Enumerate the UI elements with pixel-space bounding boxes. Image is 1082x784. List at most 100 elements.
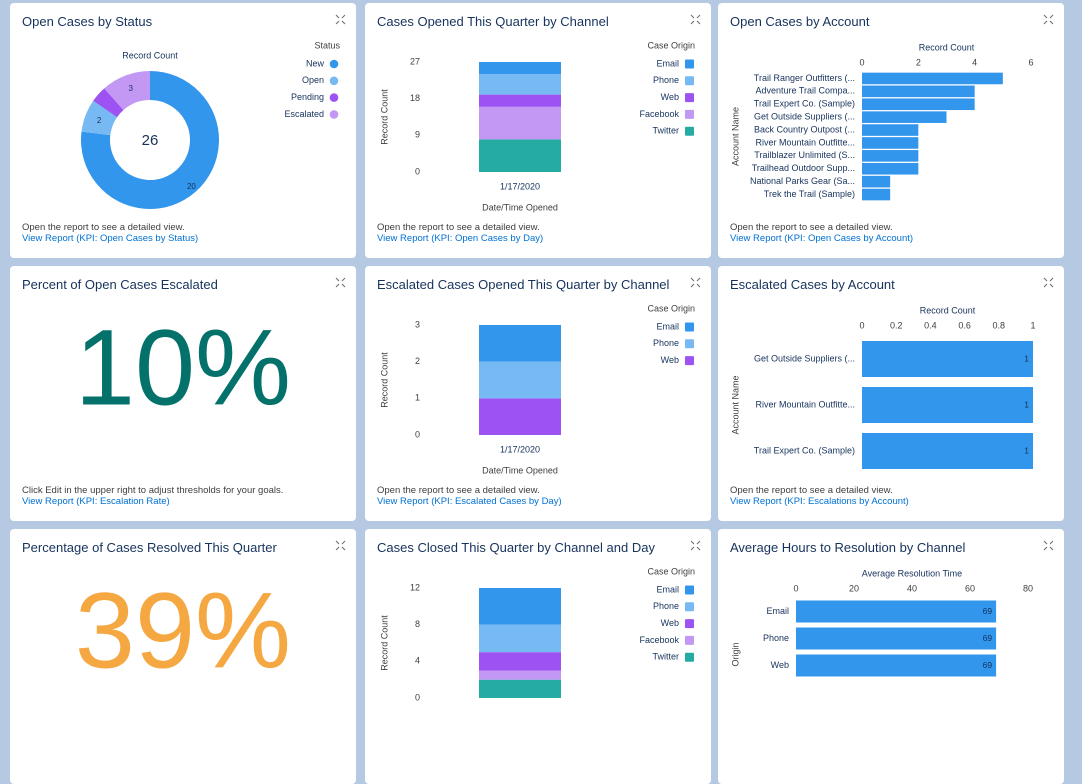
view-report-link[interactable]: View Report (KPI: Open Cases by Status)	[22, 233, 199, 244]
y-tick-label: 4	[415, 656, 420, 666]
bar	[862, 188, 891, 201]
legend-label: Phone	[653, 338, 679, 348]
legend-label: Phone	[653, 601, 679, 611]
x-tick-label: 1	[1030, 320, 1035, 330]
dashboard-card: Cases Closed This Quarter by Channel and…	[365, 529, 711, 784]
view-report-link[interactable]: View Report (KPI: Open Cases by Day)	[377, 233, 544, 244]
y-axis-label: Account Name	[730, 375, 740, 434]
legend-swatch	[685, 356, 694, 366]
bar	[862, 175, 891, 188]
card-title: Average Hours to Resolution by Channel	[730, 540, 966, 555]
expand-icon[interactable]	[1043, 277, 1054, 288]
expand-icon-stroke	[341, 20, 346, 25]
expand-icon[interactable]	[690, 540, 701, 551]
x-axis-label: Date/Time Opened	[482, 202, 558, 212]
expand-icon-stroke	[690, 20, 695, 25]
x-tick-label: 4	[972, 57, 977, 67]
dashboard-card: Escalated Cases Opened This Quarter by C…	[365, 266, 711, 521]
legend-title: Case Origin	[647, 303, 695, 313]
expand-icon-stroke	[696, 540, 701, 545]
legend-label: Email	[656, 321, 679, 331]
view-report-link[interactable]: View Report (KPI: Escalation Rate)	[22, 496, 170, 507]
view-report-link[interactable]: View Report (KPI: Open Cases by Account)	[730, 233, 914, 244]
y-axis-label: Account Name	[730, 107, 740, 166]
expand-icon-stroke	[1043, 283, 1048, 288]
expand-icon[interactable]	[1043, 14, 1054, 25]
legend-title: Case Origin	[647, 40, 695, 50]
expand-icon[interactable]	[335, 14, 346, 25]
legend-label: Twitter	[652, 126, 679, 136]
expand-icon-stroke	[1049, 540, 1054, 545]
bar	[862, 98, 975, 111]
y-tick-label: 3	[415, 319, 420, 329]
bar-segment	[479, 106, 561, 140]
y-tick-label: 0	[415, 692, 420, 702]
bar	[862, 124, 919, 136]
card-chart: Record Count 0 0.2 0.4 0.6 0.8 1 Account Name Ge…	[730, 277, 1054, 469]
dashboard-card: Escalated Cases by Account Open the repor…	[718, 266, 1064, 521]
y-axis-label: Record Count	[379, 352, 389, 408]
expand-icon-stroke	[1043, 540, 1048, 545]
bar-segment	[479, 325, 561, 362]
card-title: Escalated Cases Opened This Quarter by C…	[377, 277, 670, 292]
legend-swatch	[329, 59, 339, 69]
dashboard-card: Percentage of Cases Resolved This Quarte…	[10, 529, 356, 784]
expand-icon-stroke	[341, 283, 346, 288]
bar	[862, 387, 1033, 423]
expand-icon[interactable]	[690, 277, 701, 288]
expand-icon-stroke	[690, 546, 695, 551]
y-axis-label: Record Count	[379, 615, 389, 671]
legend-label: Pending	[291, 92, 324, 102]
y-tick-label: Trek the Trail (Sample)	[764, 189, 855, 199]
dashboard-card: Percent of Open Cases Escalated Click Edi…	[10, 266, 356, 521]
card-note: Open the report to see a detailed view.	[377, 222, 540, 233]
legend-swatch	[685, 585, 694, 595]
legend-swatch	[685, 339, 694, 349]
expand-icon-stroke	[690, 540, 695, 545]
bar-segment	[479, 679, 561, 698]
legend-label: Phone	[653, 75, 679, 85]
x-tick-label: 1/17/2020	[500, 181, 540, 191]
expand-icon-stroke	[1049, 277, 1054, 282]
legend-swatch	[685, 109, 694, 119]
expand-icon[interactable]	[690, 14, 701, 25]
expand-icon-stroke	[1043, 20, 1048, 25]
x-tick-label: 80	[1023, 583, 1033, 593]
view-report-link[interactable]: View Report (KPI: Escalations by Account…	[730, 496, 909, 507]
card-note: Open the report to see a detailed view.	[377, 485, 540, 496]
card-chart: Average Resolution Time 0 20 40 60 80 Origin Em…	[730, 540, 1054, 677]
bar	[862, 150, 919, 162]
y-tick-label: 27	[410, 56, 420, 66]
legend-swatch	[329, 93, 339, 102]
bar	[862, 433, 1033, 469]
y-tick-label: Trail Expert Co. (Sample)	[754, 99, 855, 109]
bar-segment	[479, 74, 561, 95]
card-title: Percentage of Cases Resolved This Quarte…	[22, 540, 277, 555]
expand-icon[interactable]	[1043, 540, 1054, 551]
legend-swatch	[685, 59, 694, 69]
view-report-link[interactable]: View Report (KPI: Escalated Cases by Day…	[377, 496, 562, 507]
bar-segment	[479, 94, 561, 107]
card-chart: 10%	[75, 277, 346, 428]
expand-icon-stroke	[1043, 14, 1048, 19]
metric-value: 10%	[75, 307, 291, 428]
legend-label: Open	[302, 75, 324, 85]
legend-label: Escalated	[284, 109, 324, 119]
card-title: Cases Opened This Quarter by Channel	[377, 14, 609, 29]
expand-icon-stroke	[690, 277, 695, 282]
x-axis-label: Record Count	[920, 305, 976, 315]
expand-icon[interactable]	[335, 277, 346, 288]
expand-icon[interactable]	[335, 540, 346, 551]
legend-swatch	[329, 76, 339, 86]
card-note: Open the report to see a detailed view.	[22, 222, 185, 233]
dashboard-card: Average Hours to Resolution by Channel Av…	[718, 529, 1064, 784]
legend-swatch	[685, 76, 694, 86]
bar-segment	[479, 139, 561, 172]
x-tick-label: 0	[859, 57, 864, 67]
y-tick-label: 1	[415, 393, 420, 403]
dashboard: {"chart_data": [ {"type": "donut", "titl…	[10, 3, 1064, 784]
legend-label: Facebook	[639, 109, 679, 119]
x-tick-label: 0.8	[993, 320, 1006, 330]
legend-swatch	[685, 126, 694, 136]
legend-label: Web	[661, 92, 679, 102]
